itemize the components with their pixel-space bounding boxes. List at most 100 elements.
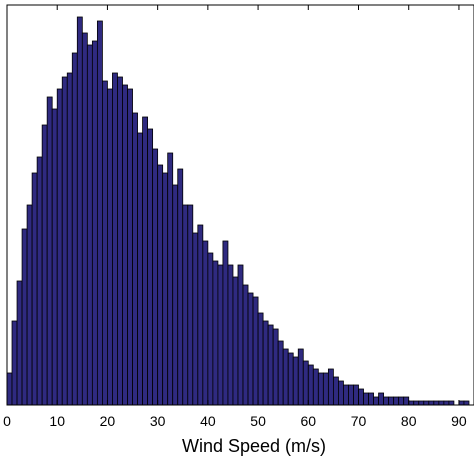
histogram-bar [448, 400, 455, 406]
histogram-bar [232, 276, 239, 406]
histogram-bar [343, 384, 349, 406]
histogram-bar [413, 400, 420, 406]
histogram-bar [237, 264, 244, 406]
histogram-bar [307, 364, 314, 406]
histogram-bar [348, 384, 354, 406]
histogram-bar [458, 400, 465, 406]
x-tick-label: 80 [401, 413, 417, 429]
histogram-bar [172, 184, 179, 406]
x-tick-label: 20 [100, 413, 116, 429]
histogram-bars [6, 16, 470, 406]
histogram-bar [403, 396, 410, 406]
histogram-bar [157, 164, 164, 406]
histogram-bar [217, 264, 224, 406]
histogram-bar [373, 396, 379, 406]
histogram-bar [443, 400, 450, 406]
histogram-bar [408, 400, 415, 406]
histogram-bar [383, 396, 390, 406]
histogram-bar [46, 96, 53, 406]
histogram-bar [142, 116, 149, 406]
histogram-bar [257, 312, 264, 406]
histogram-bar [182, 204, 189, 406]
histogram-bar [388, 396, 395, 406]
histogram-bar [277, 340, 284, 406]
histogram-bar [312, 368, 319, 406]
histogram-bar [463, 400, 470, 406]
histogram-bar [26, 204, 33, 406]
histogram-bar [187, 204, 194, 406]
histogram-bar [197, 224, 204, 406]
histogram-bar [322, 372, 329, 406]
histogram-bar [86, 44, 93, 406]
histogram-bar [107, 88, 113, 406]
histogram-bar [282, 348, 289, 406]
histogram-bar [41, 124, 48, 406]
x-tick-label: 0 [3, 413, 11, 429]
histogram-bar [6, 372, 13, 406]
histogram-bar [358, 388, 364, 406]
histogram-bar [207, 252, 214, 406]
histogram-bar [418, 400, 425, 406]
histogram-bar [428, 400, 435, 406]
histogram-bar [147, 128, 154, 406]
histogram-bar [353, 384, 359, 406]
histogram-bar [117, 76, 123, 406]
histogram-bar [423, 400, 430, 406]
histogram-bar [393, 396, 400, 406]
histogram-bar [368, 392, 374, 406]
x-tick-label: 40 [200, 413, 216, 429]
histogram-bar [227, 264, 234, 406]
histogram-bar [177, 168, 184, 406]
histogram-bar [36, 156, 43, 406]
histogram-bar [378, 392, 385, 406]
histogram-bar [332, 376, 339, 406]
x-tick-label: 90 [451, 413, 467, 429]
x-axis-label: Wind Speed (m/s) [182, 436, 326, 456]
histogram-bar [102, 80, 108, 406]
histogram-bar [297, 348, 304, 406]
x-tick-label: 70 [351, 413, 367, 429]
histogram-bar [247, 292, 254, 406]
histogram-bar [363, 392, 369, 406]
histogram-bar [222, 240, 229, 406]
histogram-bar [56, 88, 63, 406]
histogram-bar [71, 52, 78, 406]
histogram-bar [122, 84, 128, 406]
histogram-bar [192, 232, 199, 406]
histogram-bar [137, 132, 143, 406]
histogram-bar [202, 240, 209, 406]
histogram-bar [317, 372, 324, 406]
x-tick-label: 10 [49, 413, 65, 429]
histogram-bar [61, 76, 68, 406]
x-tick-label: 60 [301, 413, 317, 429]
histogram-bar [11, 320, 18, 406]
histogram-bar [112, 72, 118, 406]
histogram-bar [167, 152, 174, 406]
histogram-bar [242, 284, 249, 406]
histogram-bar [292, 356, 299, 406]
plot-frame [6, 4, 474, 406]
histogram-bar [338, 380, 344, 406]
histogram-bar [76, 16, 83, 406]
histogram-bar [262, 320, 269, 406]
histogram-bar [438, 400, 445, 406]
histogram-bar [302, 360, 309, 406]
histogram-bar [327, 368, 334, 406]
histogram-bar [51, 108, 58, 406]
histogram-bar [162, 172, 169, 406]
histogram-bar [127, 88, 133, 406]
histogram-bar [212, 260, 219, 406]
histogram-bar [433, 400, 440, 406]
x-tick-label: 30 [150, 413, 166, 429]
histogram-bar [91, 40, 98, 406]
histogram-bar [152, 148, 159, 406]
histogram-bar [21, 228, 28, 406]
histogram-bar [252, 296, 259, 406]
histogram-bar [31, 172, 38, 406]
histogram-bar [398, 396, 405, 406]
x-axis-ticks: 0 10 20 30 40 50 60 70 80 90 [3, 5, 467, 429]
histogram-bar [267, 324, 274, 406]
histogram-bar [272, 328, 279, 406]
x-tick-label: 50 [250, 413, 266, 429]
histogram-bar [81, 32, 88, 406]
